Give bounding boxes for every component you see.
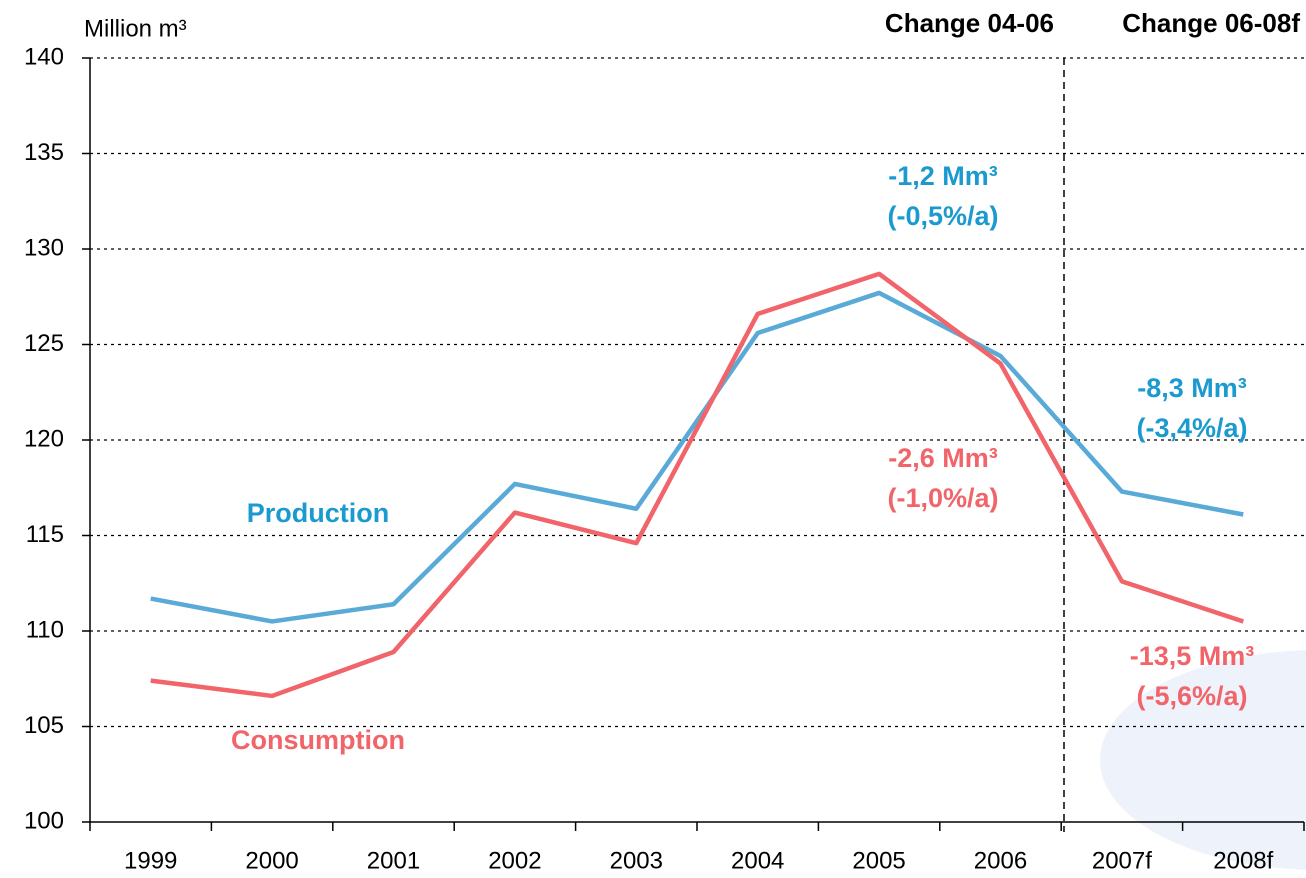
x-tick-label: 2001	[367, 847, 420, 874]
x-tick-label: 2008f	[1213, 847, 1273, 874]
x-tick-label: 2007f	[1092, 847, 1152, 874]
annotation: (-3,4%/a)	[1136, 413, 1247, 443]
series-line	[150, 271, 1245, 699]
y-tick-label: 140	[24, 43, 64, 70]
x-tick-label: 2003	[610, 847, 663, 874]
x-tick-label: 2005	[852, 847, 905, 874]
y-tick-label: 110	[26, 616, 64, 643]
x-tick-label: 1999	[124, 847, 177, 874]
annotation: -1,2 Mm³	[888, 161, 998, 191]
x-tick-label: 2002	[488, 847, 541, 874]
y-tick-label: 115	[26, 521, 64, 548]
y-axis-label: Million m³	[84, 15, 187, 42]
annotation: (-0,5%/a)	[887, 201, 998, 231]
x-tick-label: 2006	[974, 847, 1027, 874]
series-label: Consumption	[231, 725, 405, 755]
y-tick-label: 135	[24, 139, 64, 166]
column-header: Change 06-08f	[1122, 8, 1300, 38]
annotation: -8,3 Mm³	[1137, 373, 1247, 403]
series-label: Production	[247, 498, 390, 528]
x-tick-label: 2004	[731, 847, 784, 874]
annotation: -13,5 Mm³	[1130, 641, 1255, 671]
series-line	[150, 290, 1244, 624]
y-tick-label: 130	[24, 234, 64, 261]
annotation: (-1,0%/a)	[887, 483, 998, 513]
y-tick-label: 120	[24, 425, 64, 452]
annotation: -2,6 Mm³	[888, 443, 998, 473]
x-tick-label: 2000	[245, 847, 298, 874]
y-tick-label: 125	[24, 330, 64, 357]
column-header: Change 04-06	[885, 8, 1054, 38]
y-tick-label: 100	[24, 807, 64, 834]
y-tick-label: 105	[24, 712, 64, 739]
background-swoosh	[1100, 650, 1306, 870]
annotation: (-5,6%/a)	[1136, 681, 1247, 711]
